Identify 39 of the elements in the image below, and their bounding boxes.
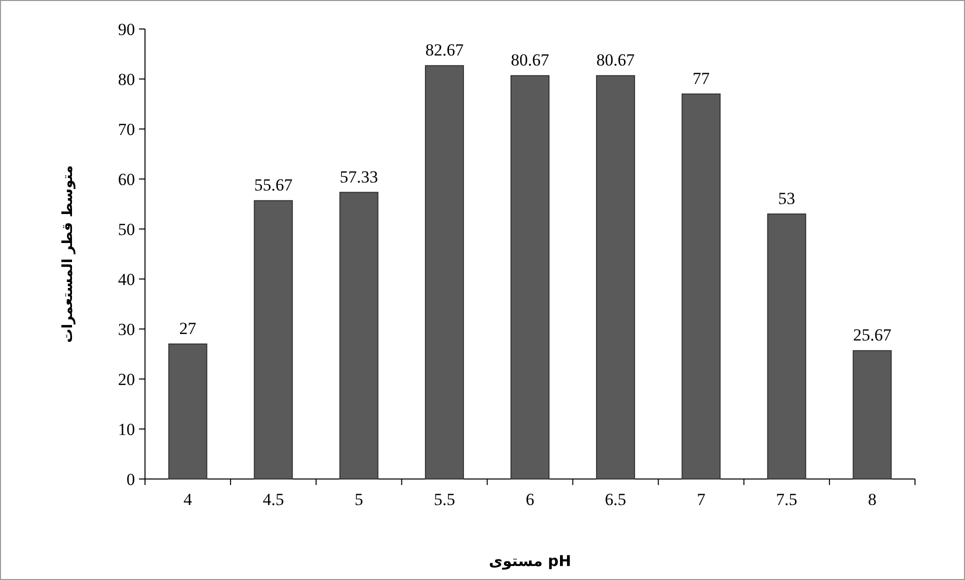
data-label: 77: [692, 69, 710, 88]
y-tick-label: 50: [118, 220, 135, 239]
y-tick-label: 60: [118, 170, 135, 189]
x-tick-label: 4: [184, 490, 193, 509]
x-tick-label: 7.5: [776, 490, 798, 509]
bar: [682, 94, 721, 480]
x-tick-label: 5.5: [434, 490, 456, 509]
data-label: 25.67: [853, 326, 892, 345]
data-label: 57.33: [340, 167, 378, 186]
data-label: 55.67: [254, 176, 293, 195]
x-tick-label: 8: [868, 490, 876, 509]
y-tick-label: 20: [118, 370, 135, 389]
x-tick-label: 6: [526, 490, 534, 509]
x-tick-label: 5: [354, 490, 364, 509]
x-tick-label: 4.5: [262, 490, 284, 509]
bar: [767, 214, 806, 480]
bar: [510, 75, 550, 480]
x-axis-title: مستوى pH: [488, 552, 572, 570]
y-tick-label: 0: [126, 470, 135, 489]
data-label: 27: [179, 319, 197, 338]
bar: [254, 200, 293, 480]
bar: [424, 65, 464, 480]
x-tick-label: 7: [696, 490, 706, 509]
bar: [596, 75, 636, 480]
y-tick-label: 80: [118, 70, 135, 89]
data-label: 80.67: [596, 50, 636, 70]
y-tick-label: 70: [118, 120, 135, 139]
bar: [852, 350, 892, 480]
data-label: 80.67: [510, 50, 550, 70]
data-label: 82.67: [425, 40, 464, 60]
y-tick-label: 30: [118, 320, 135, 339]
y-tick-label: 90: [118, 20, 135, 39]
data-label: 53: [778, 189, 796, 208]
x-tick-label: 6.5: [604, 490, 626, 509]
bar: [339, 192, 378, 480]
y-tick-label: 40: [118, 270, 135, 289]
y-axis-title: متوسط قطر المستعمرات: [60, 165, 76, 343]
y-tick-label: 10: [118, 420, 135, 439]
bar: [168, 344, 208, 480]
